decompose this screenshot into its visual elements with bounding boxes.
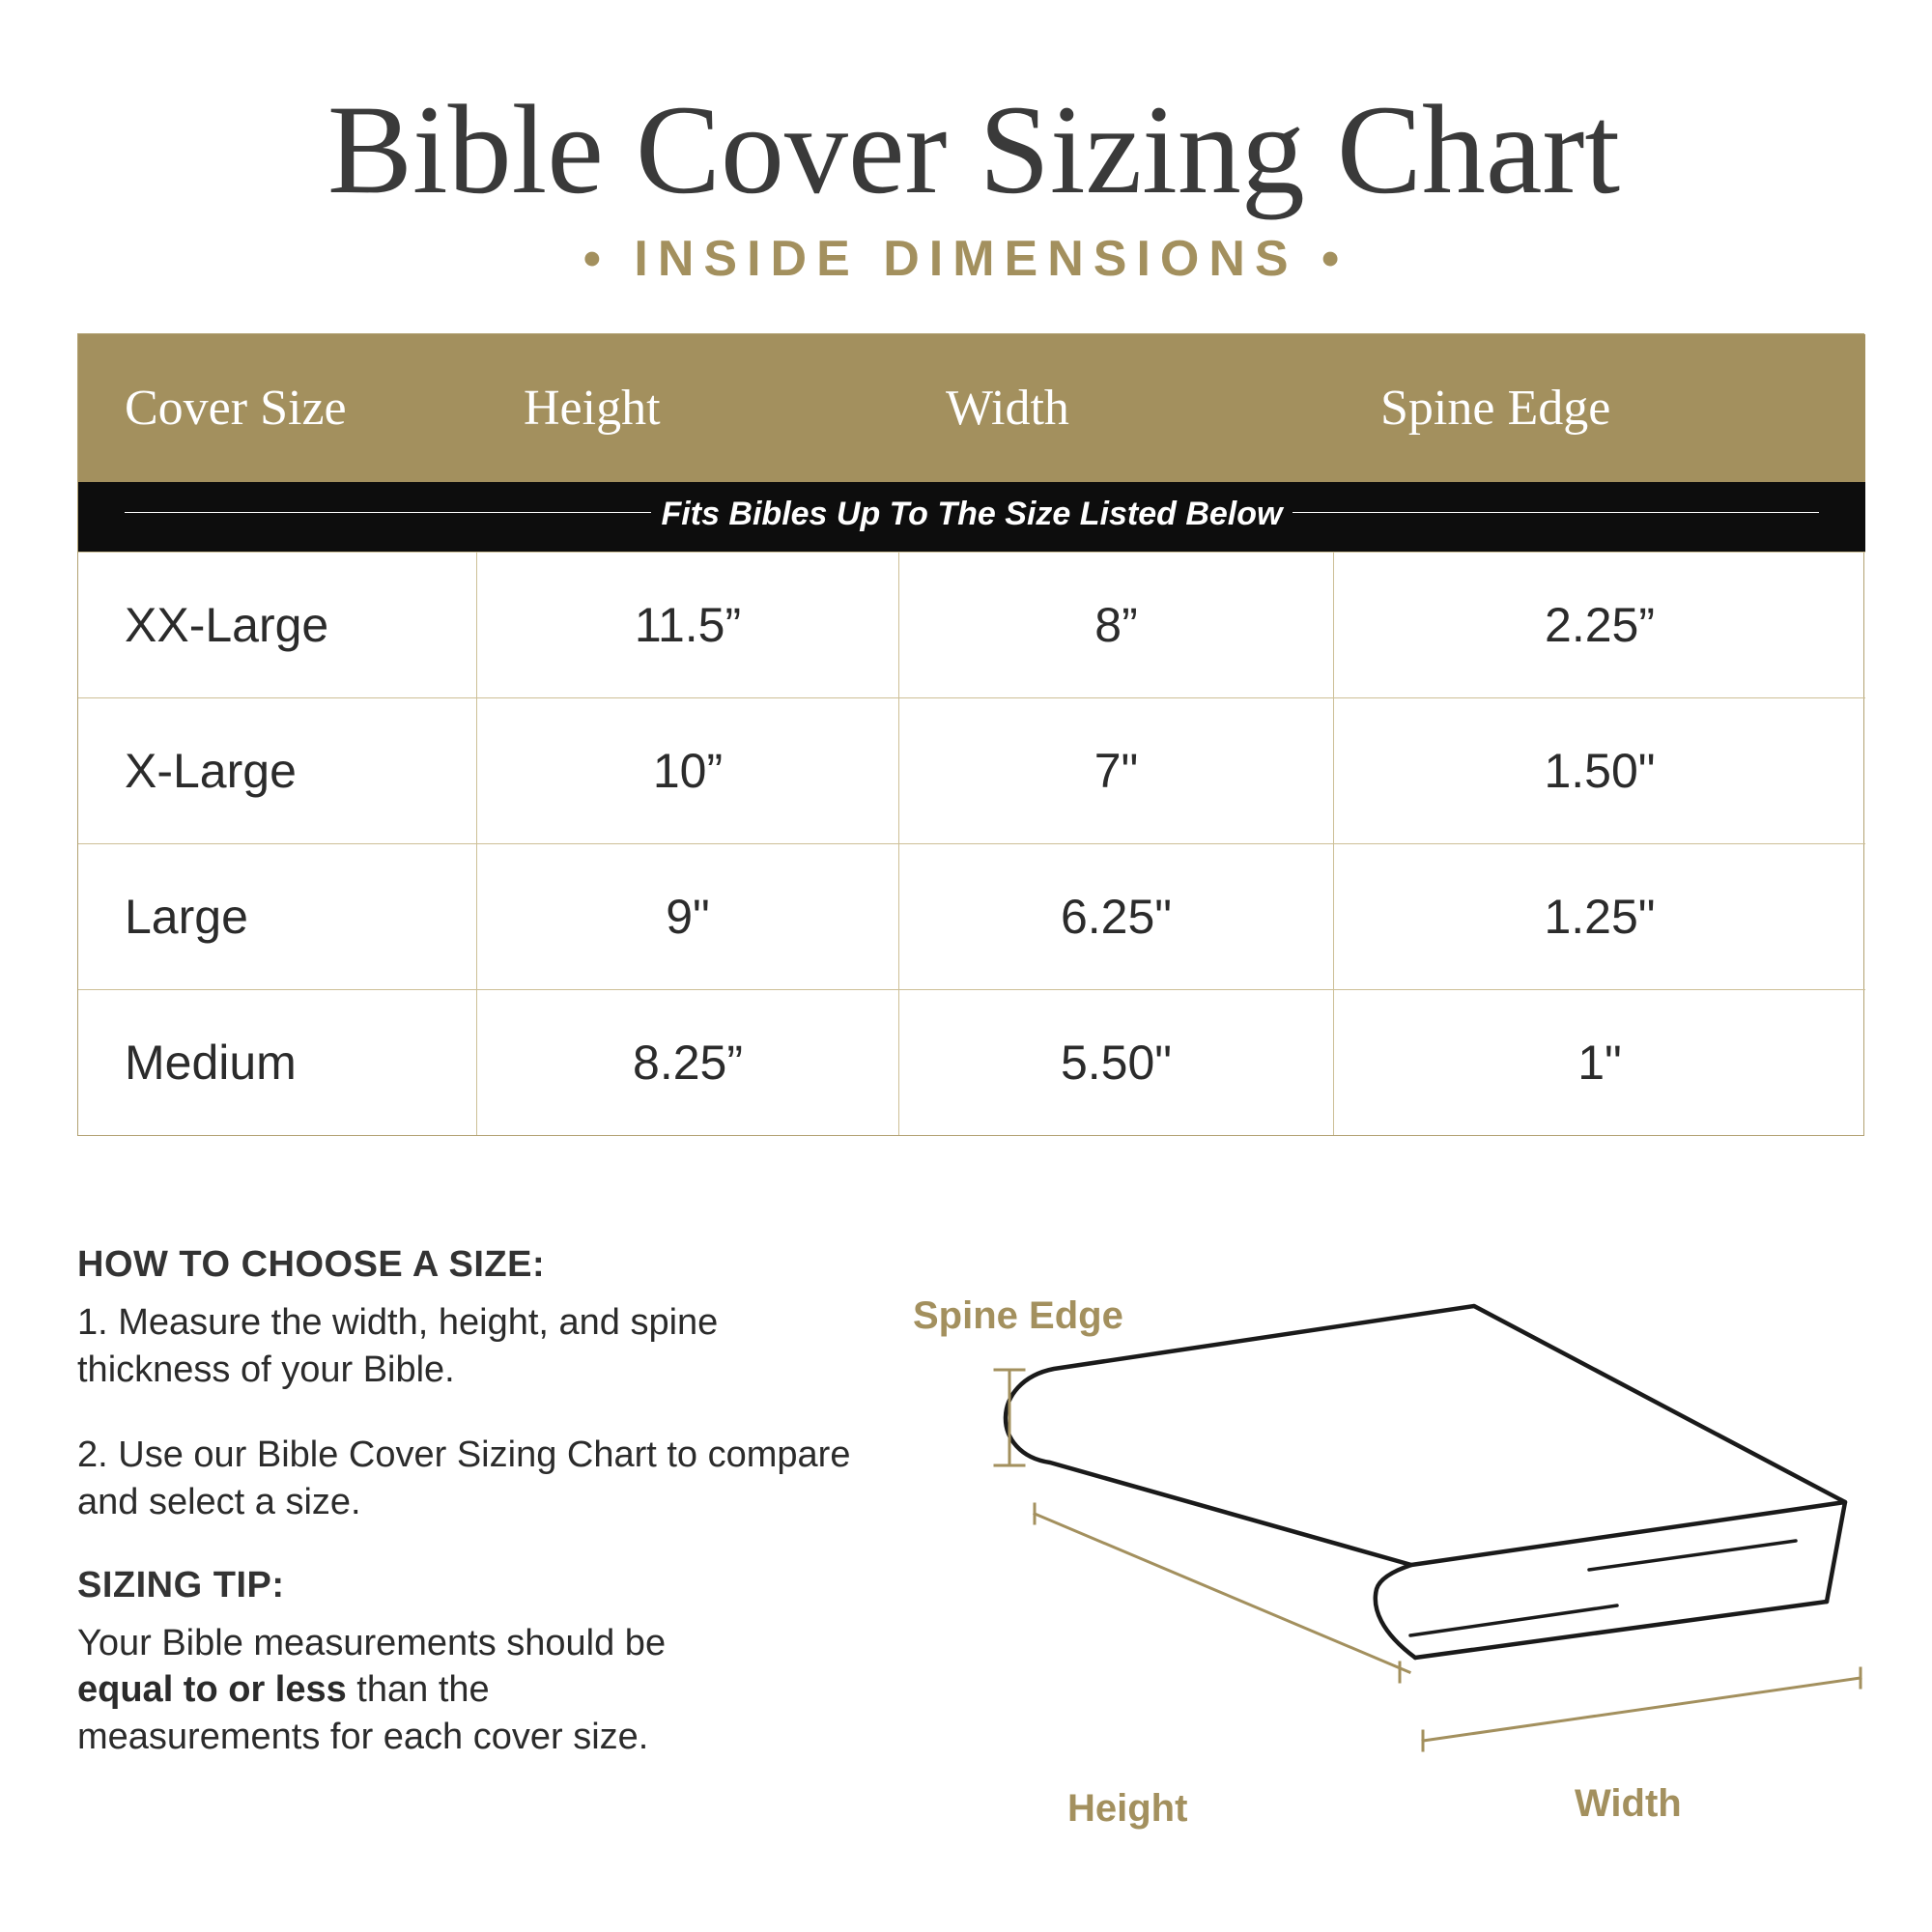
svg-text:Spine Edge: Spine Edge xyxy=(913,1294,1123,1337)
svg-text:Width: Width xyxy=(1575,1782,1682,1825)
svg-text:Height: Height xyxy=(1067,1787,1187,1830)
